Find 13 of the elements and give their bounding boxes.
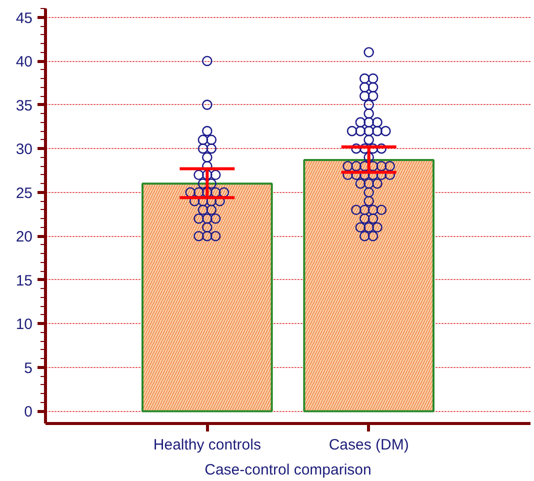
y-tick-label: 10 <box>16 316 33 334</box>
x-tick-label: Healthy controls <box>153 436 261 454</box>
y-tick-label: 40 <box>16 54 33 71</box>
y-tick-label: 35 <box>16 97 33 114</box>
y-tick-label: 15 <box>16 272 33 290</box>
x-tick-label: Cases (DM) <box>328 436 409 454</box>
x-axis-title: Case-control comparison <box>204 462 372 478</box>
y-tick-label: 20 <box>16 228 33 246</box>
y-tick-label: 30 <box>16 141 33 158</box>
y-tick-label: 25 <box>16 184 33 202</box>
y-tick-label: 0 <box>24 404 32 421</box>
y-tick-label: 5 <box>24 360 32 377</box>
y-tick-label: 45 <box>16 10 33 27</box>
